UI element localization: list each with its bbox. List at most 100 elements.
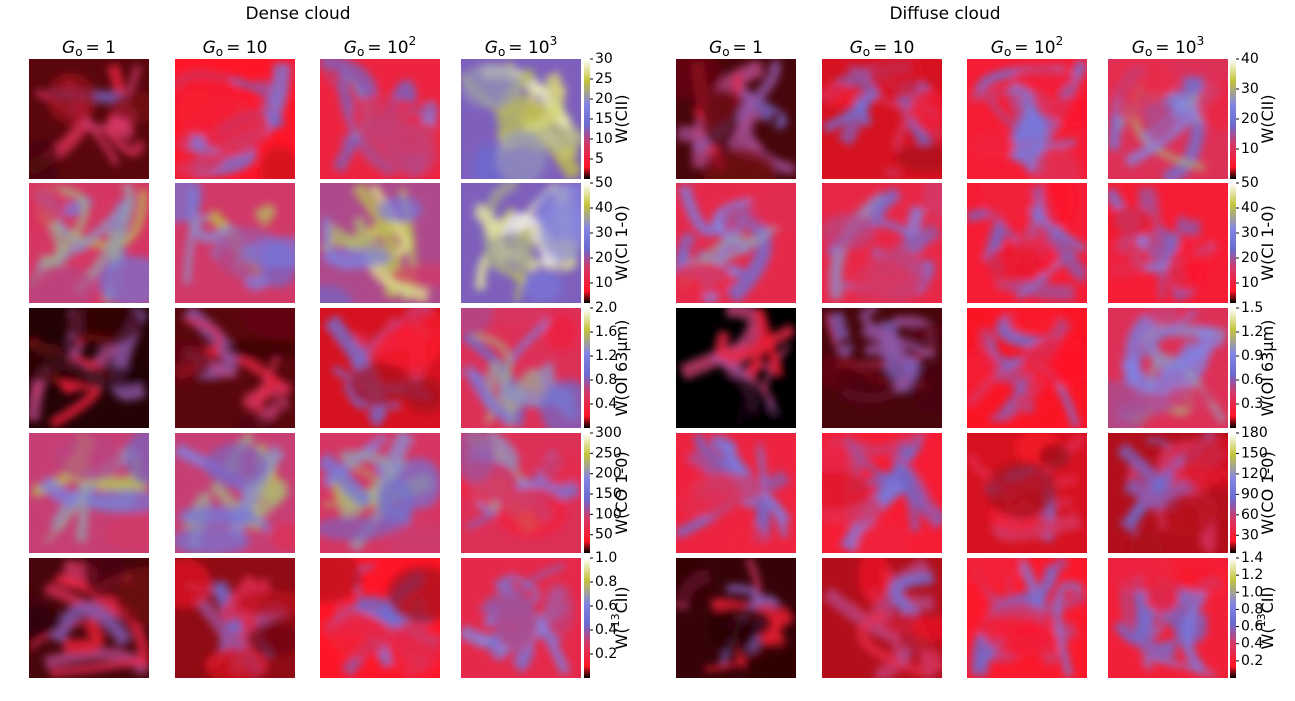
colorbar-tick-label: 1.2	[595, 348, 617, 364]
map-filament	[43, 647, 149, 677]
map-structures	[175, 183, 295, 292]
header-symbol: G	[1132, 38, 1145, 58]
colorbar-label: W(CO 1-0)	[1258, 451, 1277, 534]
map-panel	[822, 433, 942, 553]
colorbar-tick-label: 2.0	[595, 300, 617, 316]
map-filament	[756, 442, 768, 488]
colorbar-tick-label: 0.6	[595, 598, 617, 614]
map-panel	[676, 558, 796, 678]
map-structures	[29, 308, 149, 428]
map-region	[1108, 59, 1176, 106]
map-region	[348, 363, 414, 407]
map-region	[320, 285, 352, 303]
map-panel	[461, 183, 581, 303]
map-structures	[320, 59, 440, 178]
map-panel	[29, 183, 149, 303]
map-panel	[822, 308, 942, 428]
map-structures	[676, 183, 796, 303]
map-filament	[870, 186, 902, 222]
colorbar-tick-label: 50	[1241, 175, 1259, 191]
map-panel	[175, 558, 295, 678]
map-panel	[967, 59, 1087, 179]
colorbar-label-sup: 13	[609, 613, 622, 627]
column-header: Go = 102	[344, 34, 416, 59]
column-header: Go = 102	[991, 34, 1063, 59]
colorbar-label-text: W(OI 63μm)	[612, 320, 631, 417]
map-filament	[63, 618, 105, 654]
map-region	[178, 505, 255, 527]
colorbar-tick-label: 30	[595, 51, 613, 67]
header-subscript: o	[1004, 45, 1011, 59]
map-region	[236, 590, 295, 617]
column-header: Go = 103	[485, 34, 557, 59]
header-subscript: o	[722, 45, 729, 59]
colorbar-label: W(13CII)	[609, 587, 631, 650]
map-region	[358, 119, 434, 174]
header-subscript: o	[863, 45, 870, 59]
map-filament	[978, 84, 1021, 130]
colorbar-tick-label: 0.2	[595, 646, 617, 662]
map-region	[495, 595, 536, 648]
map-region	[398, 308, 440, 362]
map-region	[865, 247, 927, 302]
map-structures	[461, 433, 581, 538]
map-region	[676, 558, 714, 606]
map-region	[1108, 380, 1149, 428]
map-region	[969, 132, 1016, 160]
colorbar-tick-label: 0.4	[595, 396, 617, 412]
header-subscript: o	[216, 45, 223, 59]
map-filament	[990, 400, 1021, 423]
map-panel	[29, 59, 149, 179]
colorbar-label-sup: 13	[1255, 613, 1268, 627]
map-filament	[49, 601, 133, 648]
colorbar-label: W(CI 1-0)	[1258, 205, 1277, 280]
colorbar-tick-label: 1.4	[1241, 550, 1263, 566]
map-region	[320, 516, 392, 541]
map-region	[702, 147, 778, 179]
map-region	[66, 308, 143, 347]
map-region	[911, 87, 942, 133]
map-region	[378, 196, 422, 223]
map-filament	[1053, 581, 1084, 678]
map-structures	[320, 433, 440, 553]
header-exponent: 2	[1056, 34, 1064, 48]
map-structures	[175, 63, 295, 179]
map-region	[175, 558, 211, 610]
map-panel	[967, 308, 1087, 428]
map-filament	[876, 436, 923, 493]
map-region	[1039, 443, 1070, 469]
colorbar-tick-label: 1.6	[595, 324, 617, 340]
map-region	[743, 642, 796, 678]
map-region	[384, 523, 440, 553]
map-region	[676, 261, 733, 296]
map-filament	[859, 308, 936, 359]
map-region	[390, 263, 440, 287]
colorbar-tick-label: 0.9	[1241, 348, 1263, 364]
map-region	[692, 88, 745, 117]
colorbar-label-text: W(CI 1-0)	[1258, 205, 1277, 280]
map-structures	[967, 183, 1087, 302]
colorbar-tick-label: 1.0	[595, 550, 617, 566]
colorbar-tick-label: 1.0	[1241, 584, 1263, 600]
colorbar-tick-label: 1.5	[1241, 300, 1263, 316]
colorbar-tick-label: 250	[595, 445, 622, 461]
colorbar-tick-label: 40	[595, 200, 613, 216]
map-region	[858, 558, 890, 605]
map-region	[895, 143, 942, 172]
colorbar-tick-label: 90	[1241, 486, 1259, 502]
header-symbol: G	[485, 38, 498, 58]
header-value: = 10	[508, 38, 549, 58]
map-structures	[676, 433, 792, 553]
map-region	[542, 582, 575, 637]
colorbar-tick-label: 30	[595, 225, 613, 241]
map-panel	[676, 59, 796, 179]
colorbar	[1230, 308, 1236, 428]
colorbar-tick-label: 20	[1241, 111, 1259, 127]
colorbar-tick-label: 1.2	[1241, 567, 1263, 583]
column-header: Go = 10	[850, 38, 915, 59]
header-value: = 10	[1155, 38, 1196, 58]
map-panel	[175, 433, 295, 553]
colorbar	[584, 183, 590, 303]
map-filament	[753, 308, 784, 378]
colorbar-label-prefix: W(	[612, 627, 631, 649]
